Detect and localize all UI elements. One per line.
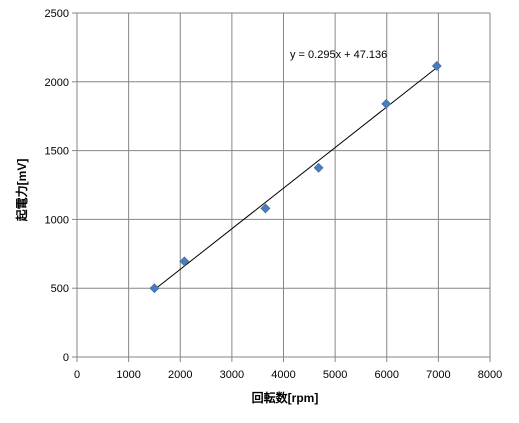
data-point-diamond (149, 283, 160, 294)
data-point-diamond (260, 203, 271, 214)
grid (77, 12, 491, 357)
data-point-diamond (179, 256, 190, 267)
y-tick-label: 500 (51, 283, 69, 295)
x-tick-label: 2000 (168, 369, 192, 381)
x-tick-label: 8000 (478, 369, 502, 381)
trendline-group (154, 67, 438, 291)
y-tick-label: 1000 (45, 214, 69, 226)
tick-labels: 0 1000 2000 3000 4000 5000 6000 7000 8000 0 500 100… (45, 8, 503, 381)
trendline-equation-label: y = 0.295x + 47.136 (290, 49, 387, 61)
y-tick-label: 0 (63, 352, 69, 364)
trendline (154, 67, 438, 291)
x-tick-label: 7000 (426, 369, 450, 381)
x-tick-label: 1000 (116, 369, 140, 381)
x-tick-label: 0 (74, 369, 80, 381)
x-tick-label: 4000 (271, 369, 295, 381)
y-tick-label: 2500 (45, 8, 69, 20)
y-tick-label: 2000 (45, 77, 69, 89)
data-point-diamond (313, 162, 324, 173)
data-points (149, 61, 442, 294)
y-tick-label: 1500 (45, 146, 69, 158)
data-point-diamond (381, 98, 392, 109)
x-axis-title: 回転数[rpm] (252, 390, 319, 405)
y-axis-title: 起電力[mV] (14, 159, 29, 223)
x-tick-label: 3000 (220, 369, 244, 381)
axes (72, 12, 491, 362)
x-tick-label: 5000 (323, 369, 347, 381)
data-point-diamond (431, 61, 442, 71)
x-tick-label: 6000 (375, 369, 399, 381)
